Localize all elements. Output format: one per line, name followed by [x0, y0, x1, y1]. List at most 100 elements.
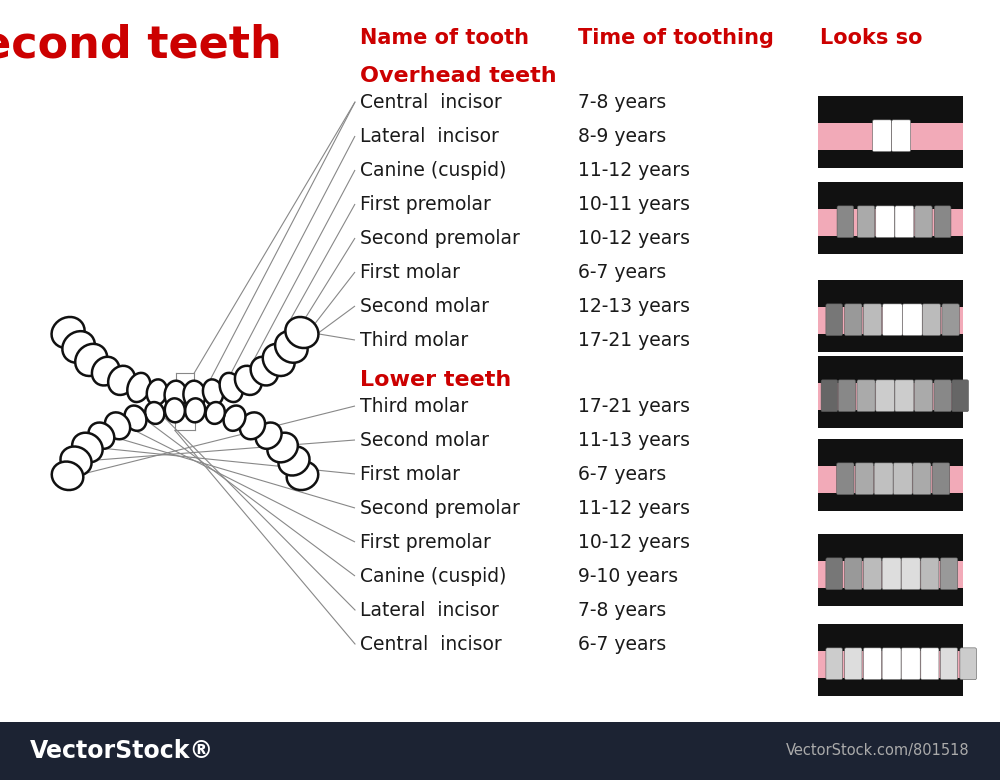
FancyBboxPatch shape [818, 182, 962, 254]
Text: 10-12 years: 10-12 years [578, 229, 690, 247]
FancyBboxPatch shape [826, 558, 842, 590]
Ellipse shape [147, 379, 167, 405]
FancyBboxPatch shape [902, 304, 922, 335]
FancyBboxPatch shape [922, 304, 941, 335]
FancyBboxPatch shape [845, 558, 862, 590]
FancyBboxPatch shape [942, 304, 959, 335]
FancyBboxPatch shape [883, 304, 902, 335]
FancyBboxPatch shape [876, 380, 895, 412]
Ellipse shape [267, 433, 298, 463]
FancyBboxPatch shape [0, 722, 1000, 780]
FancyBboxPatch shape [818, 280, 962, 352]
Ellipse shape [251, 356, 278, 385]
FancyBboxPatch shape [876, 206, 895, 238]
FancyBboxPatch shape [837, 206, 854, 238]
Text: Second molar: Second molar [360, 431, 489, 449]
FancyBboxPatch shape [874, 463, 893, 495]
FancyBboxPatch shape [818, 588, 962, 606]
FancyBboxPatch shape [818, 678, 962, 696]
Text: Canine (cuspid): Canine (cuspid) [360, 566, 506, 586]
FancyBboxPatch shape [826, 648, 842, 679]
FancyBboxPatch shape [857, 206, 875, 238]
Text: 10-11 years: 10-11 years [578, 194, 690, 214]
Ellipse shape [278, 446, 310, 476]
FancyBboxPatch shape [892, 120, 911, 151]
Ellipse shape [185, 399, 205, 422]
Text: Name of tooth: Name of tooth [360, 28, 529, 48]
FancyBboxPatch shape [818, 410, 962, 428]
FancyBboxPatch shape [901, 648, 920, 679]
Text: First molar: First molar [360, 465, 460, 484]
FancyBboxPatch shape [934, 206, 951, 238]
Ellipse shape [92, 356, 119, 385]
FancyBboxPatch shape [818, 96, 962, 168]
FancyBboxPatch shape [901, 558, 920, 590]
Ellipse shape [240, 413, 265, 439]
FancyBboxPatch shape [818, 236, 962, 254]
FancyBboxPatch shape [855, 463, 874, 495]
FancyBboxPatch shape [895, 380, 914, 412]
FancyBboxPatch shape [818, 439, 962, 466]
FancyBboxPatch shape [818, 439, 962, 511]
FancyBboxPatch shape [838, 380, 856, 412]
FancyBboxPatch shape [821, 380, 838, 412]
Text: 17-21 years: 17-21 years [578, 331, 690, 349]
Text: Lower teeth: Lower teeth [360, 370, 511, 390]
FancyBboxPatch shape [913, 463, 931, 495]
FancyBboxPatch shape [818, 182, 962, 209]
Ellipse shape [105, 413, 130, 439]
Text: VectorStock.com/801518: VectorStock.com/801518 [786, 743, 970, 758]
Ellipse shape [62, 332, 95, 363]
Text: 6-7 years: 6-7 years [578, 634, 666, 654]
FancyBboxPatch shape [921, 558, 939, 590]
Text: Lateral  incisor: Lateral incisor [360, 126, 499, 146]
Text: Second premolar: Second premolar [360, 498, 520, 517]
Ellipse shape [275, 332, 308, 363]
Text: Looks so: Looks so [820, 28, 922, 48]
Text: 17-21 years: 17-21 years [578, 396, 690, 416]
Text: 11-12 years: 11-12 years [578, 498, 690, 517]
Ellipse shape [287, 462, 318, 490]
Ellipse shape [127, 373, 150, 402]
FancyBboxPatch shape [818, 334, 962, 352]
Text: 10-12 years: 10-12 years [578, 533, 690, 551]
FancyBboxPatch shape [934, 380, 951, 412]
Ellipse shape [224, 406, 245, 431]
FancyBboxPatch shape [818, 534, 962, 606]
FancyBboxPatch shape [857, 380, 875, 412]
Ellipse shape [145, 402, 164, 424]
Text: Second premolar: Second premolar [360, 229, 520, 247]
FancyBboxPatch shape [882, 558, 901, 590]
Text: First molar: First molar [360, 263, 460, 282]
FancyBboxPatch shape [863, 304, 882, 335]
Ellipse shape [60, 446, 92, 476]
FancyBboxPatch shape [863, 648, 882, 679]
Text: 9-10 years: 9-10 years [578, 566, 678, 586]
Ellipse shape [183, 381, 205, 409]
Text: First premolar: First premolar [360, 533, 491, 551]
FancyBboxPatch shape [837, 463, 854, 495]
Text: Time of toothing: Time of toothing [578, 28, 774, 48]
FancyBboxPatch shape [818, 624, 962, 696]
Text: 6-7 years: 6-7 years [578, 263, 666, 282]
Text: 11-12 years: 11-12 years [578, 161, 690, 179]
Text: VectorStock®: VectorStock® [30, 739, 214, 763]
Text: Canine (cuspid): Canine (cuspid) [360, 161, 506, 179]
FancyBboxPatch shape [818, 150, 962, 168]
FancyBboxPatch shape [960, 648, 976, 679]
FancyBboxPatch shape [845, 648, 862, 679]
FancyBboxPatch shape [863, 558, 882, 590]
Ellipse shape [108, 366, 135, 395]
Ellipse shape [125, 406, 146, 431]
FancyBboxPatch shape [826, 304, 842, 335]
Ellipse shape [75, 344, 107, 376]
Ellipse shape [206, 402, 225, 424]
Text: Second molar: Second molar [360, 296, 489, 315]
FancyBboxPatch shape [921, 648, 939, 679]
Ellipse shape [285, 317, 318, 348]
Text: 6-7 years: 6-7 years [578, 465, 666, 484]
FancyBboxPatch shape [818, 356, 962, 383]
Ellipse shape [256, 423, 282, 448]
Ellipse shape [88, 423, 114, 448]
FancyBboxPatch shape [915, 206, 932, 238]
